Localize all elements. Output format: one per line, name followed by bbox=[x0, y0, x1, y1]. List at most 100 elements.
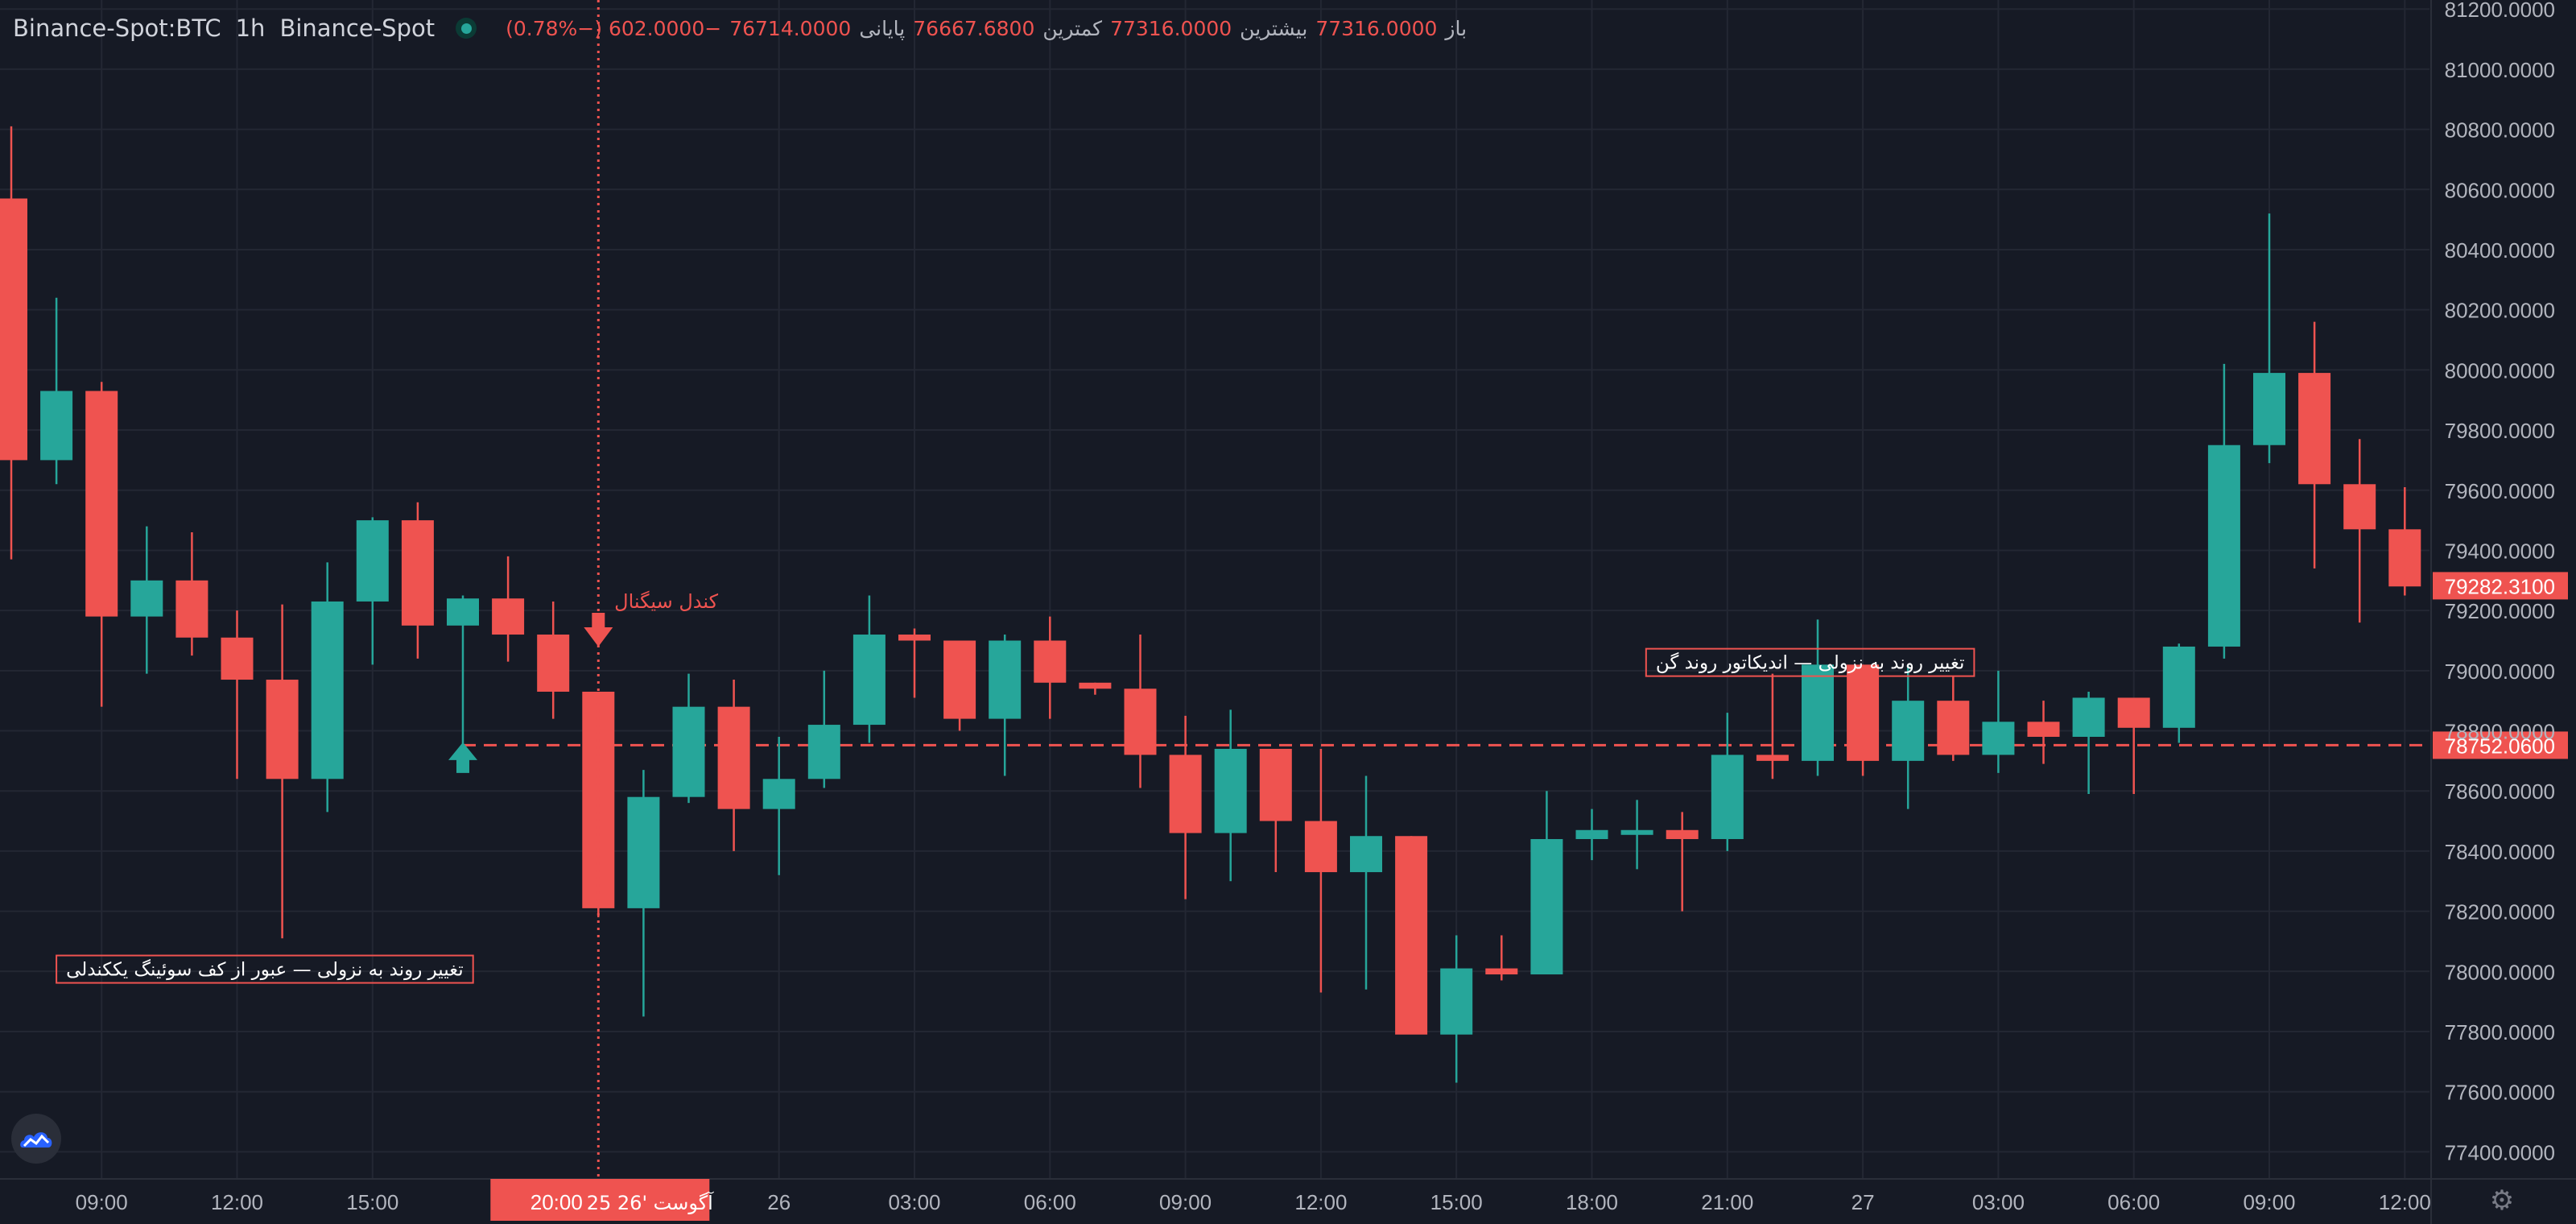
market-status-icon bbox=[456, 18, 477, 39]
candle bbox=[2207, 363, 2240, 659]
signal-candle-label: کندل سیگنال bbox=[614, 590, 719, 613]
candle bbox=[1304, 748, 1337, 993]
candle-body bbox=[1395, 836, 1428, 1035]
candle bbox=[1982, 670, 2015, 773]
time-axis[interactable]: 09:00 12:00 15:00 26 03:00 06:00 09:00 12:00 15:… bbox=[76, 1190, 2431, 1214]
settings-gear-icon[interactable]: ⚙ bbox=[2489, 1185, 2515, 1217]
price-tick-label: 77800.0000 bbox=[2445, 1020, 2555, 1044]
candle-body bbox=[2072, 697, 2105, 737]
candle bbox=[1937, 676, 1970, 761]
price-tick-label: 79000.0000 bbox=[2445, 660, 2555, 684]
price-tick-label: 80400.0000 bbox=[2445, 238, 2555, 263]
candle-body bbox=[266, 680, 299, 779]
candle bbox=[1892, 664, 1925, 809]
time-tick-label: 15:00 bbox=[346, 1190, 398, 1214]
symbol-name[interactable]: Binance-Spot:BTC bbox=[13, 14, 221, 42]
price-tick-label: 78400.0000 bbox=[2445, 840, 2555, 864]
annotation-box bbox=[56, 954, 474, 984]
candle bbox=[2253, 213, 2285, 464]
crosshair: 20:00 25 آگوست '26 bbox=[490, 0, 714, 1221]
time-tick-label: 12:00 bbox=[2379, 1190, 2431, 1214]
price-tick-label: 80600.0000 bbox=[2445, 178, 2555, 202]
interval[interactable]: 1h bbox=[235, 14, 266, 42]
candle-body bbox=[1756, 755, 1789, 761]
candle bbox=[130, 526, 163, 674]
time-tick-label: 18:00 bbox=[1566, 1190, 1618, 1214]
candle-body bbox=[1847, 664, 1880, 761]
candle-body bbox=[627, 796, 660, 908]
price-tick-label: 79800.0000 bbox=[2445, 419, 2555, 443]
time-tick-label: 03:00 bbox=[1972, 1190, 2025, 1214]
candle bbox=[2072, 691, 2105, 794]
candle-body bbox=[2253, 373, 2285, 445]
last-price-label: 79282.3100 bbox=[2445, 574, 2555, 598]
candle bbox=[266, 604, 299, 939]
candle bbox=[492, 556, 525, 662]
high-value: 77316.0000 bbox=[1110, 16, 1232, 40]
time-tick-label: 06:00 bbox=[2107, 1190, 2160, 1214]
price-tick-label: 78600.0000 bbox=[2445, 779, 2555, 804]
horizontal-line-price-label: 78752.0600 bbox=[2445, 734, 2555, 758]
candle bbox=[311, 562, 344, 813]
candle-body bbox=[130, 580, 163, 617]
candle bbox=[807, 670, 840, 788]
candle-body bbox=[537, 635, 570, 692]
candle-body bbox=[1350, 836, 1382, 873]
candle-body bbox=[1575, 829, 1608, 839]
signal-marks: کندل سیگنال bbox=[448, 590, 719, 773]
candle bbox=[1530, 791, 1563, 975]
time-tick-label: 27 bbox=[1852, 1190, 1875, 1214]
candle-body bbox=[1079, 682, 1112, 689]
price-tick-label: 81200.0000 bbox=[2445, 0, 2555, 22]
candle bbox=[898, 628, 931, 698]
logo-icon[interactable] bbox=[11, 1114, 61, 1164]
candle bbox=[2388, 487, 2421, 596]
candle bbox=[0, 126, 27, 560]
price-tick-label: 79400.0000 bbox=[2445, 539, 2555, 563]
candle-body bbox=[2117, 697, 2150, 728]
price-tick-label: 78000.0000 bbox=[2445, 960, 2555, 984]
change-value: −602.0000 (−0.78%) bbox=[506, 16, 722, 40]
time-tick-label: 15:00 bbox=[1430, 1190, 1483, 1214]
candle-body bbox=[1169, 755, 1202, 833]
annotation: تغییر روند به نزولی — اندیکاتور روند گن bbox=[1645, 647, 1975, 677]
price-tick-label: 78800.0000 bbox=[2445, 720, 2555, 744]
candle-body bbox=[1485, 968, 1518, 975]
annotation-text: تغییر روند به نزولی — اندیکاتور روند گن bbox=[1656, 652, 1965, 674]
candle-body bbox=[221, 637, 254, 680]
horizontal-line[interactable]: 78752.0600 bbox=[463, 731, 2568, 759]
candle bbox=[401, 502, 434, 659]
candle-body bbox=[762, 779, 795, 809]
candle-body bbox=[1530, 838, 1563, 975]
candle bbox=[2162, 643, 2195, 743]
candle bbox=[2343, 439, 2376, 623]
chart-header: Binance-Spot:BTC 1h Binance-Spot باز 773… bbox=[13, 10, 1467, 47]
candle bbox=[1350, 775, 1382, 990]
price-tick-label: 78200.0000 bbox=[2445, 900, 2555, 924]
candle-body bbox=[1440, 968, 1473, 1035]
candle bbox=[1259, 748, 1292, 873]
cloud-chart-icon bbox=[20, 1132, 52, 1148]
candle bbox=[943, 640, 976, 731]
candle bbox=[221, 610, 254, 779]
candle bbox=[40, 297, 73, 485]
time-tick-label: 03:00 bbox=[888, 1190, 940, 1214]
annotations[interactable]: تغییر روند به نزولی — عبور از کف سوئینگ … bbox=[56, 647, 1975, 984]
price-tick-label: 77400.0000 bbox=[2445, 1140, 2555, 1164]
candles[interactable] bbox=[0, 126, 2421, 1083]
candle bbox=[1756, 673, 1789, 779]
candle-body bbox=[2343, 484, 2376, 530]
candle bbox=[1711, 713, 1744, 851]
candle-body bbox=[807, 725, 840, 779]
close-label: پایانی bbox=[859, 16, 906, 40]
candle bbox=[447, 595, 479, 749]
candle bbox=[1214, 709, 1247, 882]
candle bbox=[672, 673, 705, 804]
candle bbox=[852, 595, 886, 743]
candle-body bbox=[1982, 722, 2015, 755]
annotation-box bbox=[1645, 647, 1975, 677]
price-axis[interactable]: 77400.0000 77600.0000 77800.0000 78000.0000… bbox=[2433, 0, 2568, 1164]
candle-body bbox=[1802, 664, 1834, 761]
candle-body bbox=[717, 706, 750, 809]
